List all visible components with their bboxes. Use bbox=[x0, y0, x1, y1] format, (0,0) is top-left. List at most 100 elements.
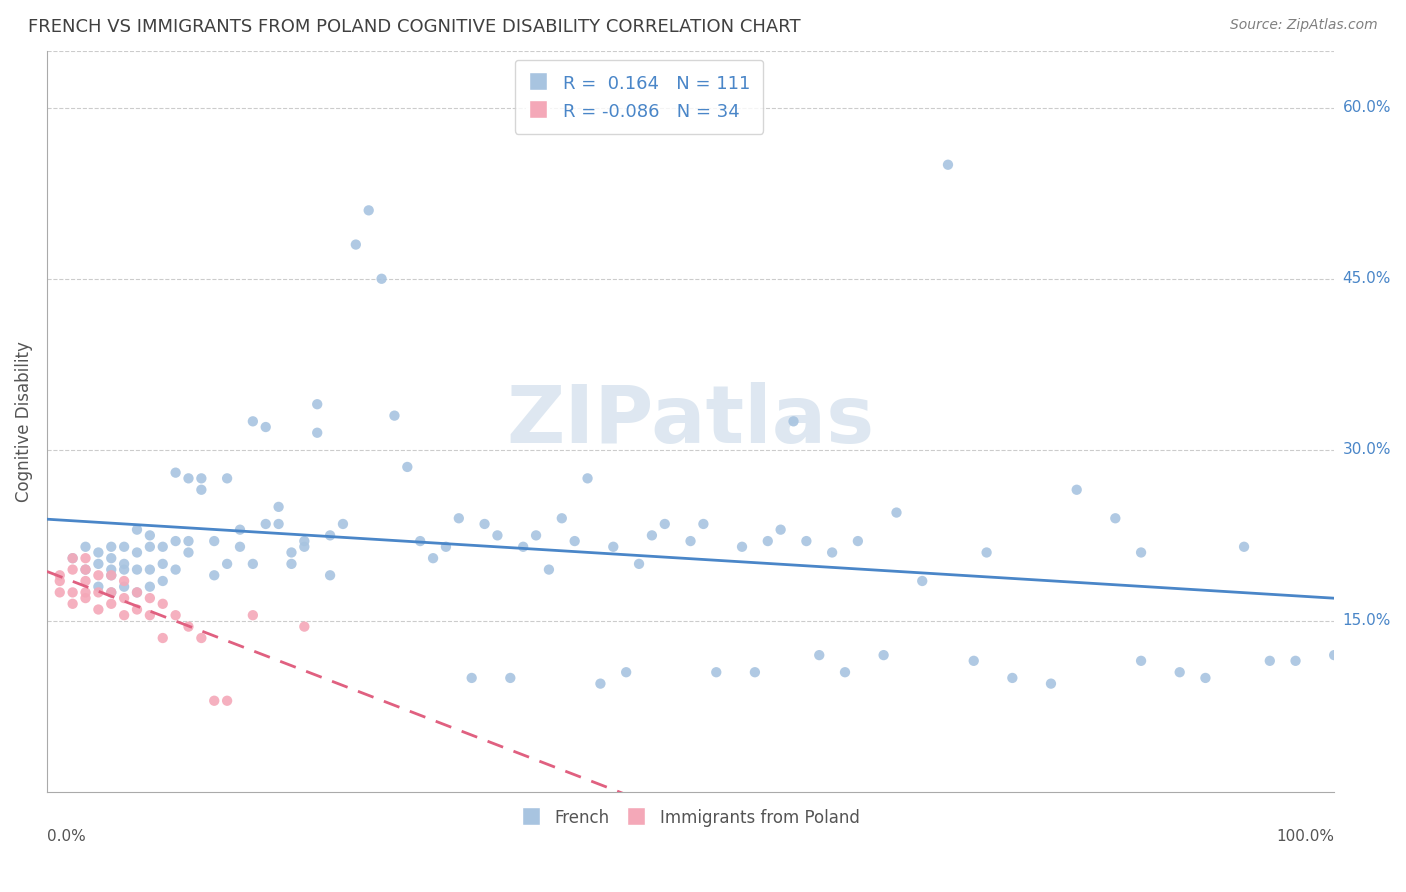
Point bbox=[112, 557, 135, 571]
Point bbox=[112, 540, 135, 554]
Point bbox=[139, 540, 162, 554]
Point bbox=[254, 420, 277, 434]
Point bbox=[100, 551, 122, 566]
Point bbox=[125, 545, 148, 559]
Point bbox=[654, 516, 676, 531]
Point bbox=[112, 608, 135, 623]
Point bbox=[100, 585, 122, 599]
Point bbox=[614, 665, 637, 680]
Point bbox=[409, 534, 432, 549]
Point bbox=[100, 568, 122, 582]
Point bbox=[307, 425, 329, 440]
Point bbox=[112, 580, 135, 594]
Point bbox=[87, 545, 110, 559]
Point bbox=[112, 574, 135, 588]
Point bbox=[100, 597, 122, 611]
Point bbox=[100, 540, 122, 554]
Point bbox=[576, 471, 599, 485]
Point bbox=[87, 585, 110, 599]
Point bbox=[332, 516, 354, 531]
Point bbox=[75, 563, 97, 577]
Point bbox=[447, 511, 470, 525]
Text: 0.0%: 0.0% bbox=[46, 829, 86, 844]
Point bbox=[434, 540, 457, 554]
Point bbox=[537, 563, 560, 577]
Point bbox=[292, 619, 315, 633]
Point bbox=[564, 534, 586, 549]
Point bbox=[911, 574, 934, 588]
Point bbox=[87, 568, 110, 582]
Point bbox=[177, 471, 200, 485]
Point bbox=[756, 534, 779, 549]
Point bbox=[344, 237, 367, 252]
Point bbox=[62, 563, 84, 577]
Text: FRENCH VS IMMIGRANTS FROM POLAND COGNITIVE DISABILITY CORRELATION CHART: FRENCH VS IMMIGRANTS FROM POLAND COGNITI… bbox=[28, 18, 801, 36]
Point bbox=[846, 534, 869, 549]
Point bbox=[202, 568, 225, 582]
Point bbox=[125, 585, 148, 599]
Point bbox=[589, 676, 612, 690]
Point bbox=[152, 631, 174, 645]
Point bbox=[62, 551, 84, 566]
Point bbox=[87, 580, 110, 594]
Point bbox=[292, 534, 315, 549]
Point bbox=[242, 608, 264, 623]
Point bbox=[307, 397, 329, 411]
Point bbox=[280, 545, 302, 559]
Point bbox=[1323, 648, 1346, 662]
Point bbox=[125, 563, 148, 577]
Point bbox=[139, 528, 162, 542]
Point bbox=[112, 591, 135, 606]
Point bbox=[202, 534, 225, 549]
Point bbox=[87, 557, 110, 571]
Point bbox=[486, 528, 509, 542]
Point bbox=[704, 665, 727, 680]
Point bbox=[1130, 545, 1153, 559]
Point bbox=[49, 585, 72, 599]
Point bbox=[152, 574, 174, 588]
Point bbox=[112, 563, 135, 577]
Point bbox=[499, 671, 522, 685]
Point bbox=[242, 414, 264, 428]
Text: 60.0%: 60.0% bbox=[1343, 100, 1391, 115]
Point bbox=[217, 557, 239, 571]
Point bbox=[139, 591, 162, 606]
Point bbox=[125, 523, 148, 537]
Text: ZIPatlas: ZIPatlas bbox=[506, 383, 875, 460]
Point bbox=[370, 272, 392, 286]
Point bbox=[125, 585, 148, 599]
Point bbox=[242, 557, 264, 571]
Point bbox=[152, 597, 174, 611]
Point bbox=[319, 568, 342, 582]
Point bbox=[872, 648, 894, 662]
Point bbox=[190, 631, 212, 645]
Point bbox=[152, 557, 174, 571]
Point bbox=[62, 551, 84, 566]
Point bbox=[1039, 676, 1062, 690]
Point bbox=[75, 563, 97, 577]
Point bbox=[769, 523, 792, 537]
Text: 100.0%: 100.0% bbox=[1277, 829, 1334, 844]
Point bbox=[1284, 654, 1306, 668]
Point bbox=[963, 654, 986, 668]
Point bbox=[165, 534, 187, 549]
Point bbox=[254, 516, 277, 531]
Point bbox=[744, 665, 766, 680]
Y-axis label: Cognitive Disability: Cognitive Disability bbox=[15, 341, 32, 502]
Point bbox=[177, 534, 200, 549]
Text: 15.0%: 15.0% bbox=[1343, 614, 1391, 628]
Point bbox=[165, 563, 187, 577]
Point bbox=[190, 471, 212, 485]
Point bbox=[731, 540, 754, 554]
Point bbox=[1168, 665, 1191, 680]
Text: Source: ZipAtlas.com: Source: ZipAtlas.com bbox=[1230, 18, 1378, 32]
Point bbox=[641, 528, 664, 542]
Point bbox=[1001, 671, 1024, 685]
Point bbox=[796, 534, 818, 549]
Point bbox=[886, 506, 908, 520]
Point bbox=[202, 694, 225, 708]
Point bbox=[1104, 511, 1126, 525]
Point bbox=[692, 516, 714, 531]
Point bbox=[1066, 483, 1088, 497]
Point bbox=[217, 694, 239, 708]
